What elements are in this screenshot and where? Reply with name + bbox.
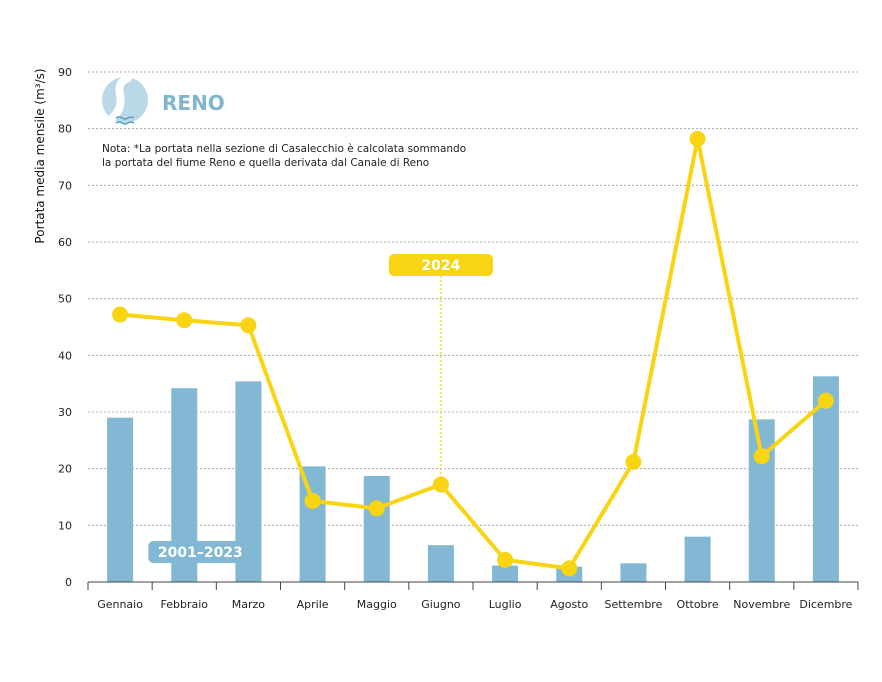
x-tick-label: Maggio: [357, 598, 397, 611]
y-tick-label: 80: [58, 123, 72, 136]
bar: [492, 565, 519, 582]
line-point: [625, 453, 642, 470]
line-point: [368, 500, 385, 517]
line-point: [432, 476, 449, 493]
brand-title: RENO: [162, 91, 225, 115]
y-tick-label: 90: [58, 66, 72, 79]
x-tick-label: Giugno: [421, 598, 461, 611]
line-point: [112, 306, 129, 323]
y-tick-label: 60: [58, 236, 72, 249]
bar: [363, 476, 390, 582]
x-tick-label: Dicembre: [799, 598, 852, 611]
gridlines: [88, 71, 858, 526]
x-tick-label: Settembre: [604, 598, 662, 611]
line-point: [240, 317, 257, 334]
bar: [427, 545, 454, 582]
x-tick-label: Febbraio: [160, 598, 208, 611]
line-series-label-bg: [388, 254, 493, 276]
x-tick-label: Agosto: [550, 598, 588, 611]
bar: [299, 466, 326, 582]
line-point: [497, 551, 514, 568]
x-tick-label: Ottobre: [677, 598, 719, 611]
y-tick-label: 30: [58, 406, 72, 419]
x-tick-label: Novembre: [733, 598, 790, 611]
x-axis: Gennaio Febbraio Marzo Aprile Maggio Giugno Lu…: [87, 581, 859, 611]
x-tick-label: Gennaio: [97, 598, 143, 611]
y-axis-label: Portata media mensile (m³/s): [33, 68, 47, 243]
x-tick-label: Marzo: [232, 598, 266, 611]
y-tick-label: 50: [58, 293, 72, 306]
y-tick-label: 40: [58, 349, 72, 362]
line-point: [817, 392, 834, 409]
y-tick-label: 20: [58, 463, 72, 476]
series-line: [119, 136, 828, 571]
river-logo-icon: [102, 74, 148, 125]
note-line-1: Nota: *La portata nella sezione di Casal…: [102, 143, 466, 155]
bar: [620, 563, 647, 582]
line-series-label: 2024: [421, 258, 460, 274]
line-series: [112, 130, 834, 577]
bar: [684, 536, 711, 582]
x-tick-label: Luglio: [489, 598, 522, 611]
y-tick-label: 0: [65, 576, 72, 589]
y-tick-label: 70: [58, 179, 72, 192]
y-axis-ticks: 0 10 20 30 40 50 60 70 80 90: [58, 66, 72, 589]
bar: [107, 417, 134, 582]
bar-series-label-bg: [148, 541, 253, 563]
note-line-2: la portata del fiume Reno e quella deriv…: [102, 157, 429, 169]
line-point: [753, 448, 770, 465]
bar-series-label: 2001–2023: [158, 545, 243, 561]
line-point: [689, 130, 706, 147]
series-labels: 2001–2023 2024: [148, 254, 493, 563]
y-tick-label: 10: [58, 519, 72, 532]
line-point: [561, 560, 578, 577]
line-point: [304, 492, 321, 509]
line-point: [176, 312, 193, 329]
bar: [748, 419, 775, 582]
x-tick-label: Aprile: [297, 598, 329, 611]
